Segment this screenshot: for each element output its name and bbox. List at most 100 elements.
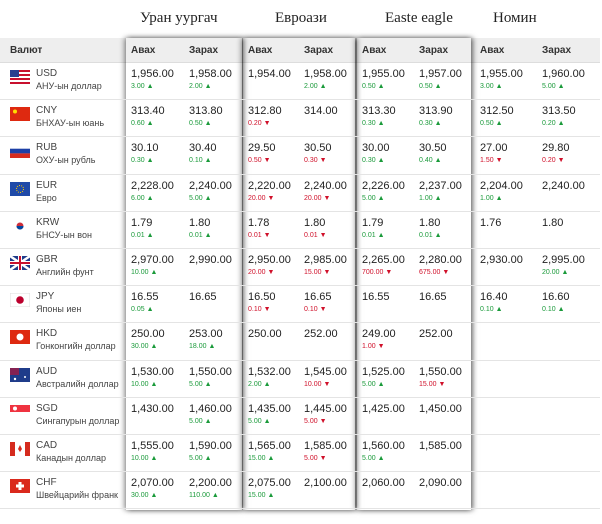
change-arrow: ▲ — [204, 417, 212, 425]
rate-change: 15.00 ▲ — [248, 455, 275, 462]
currency-code: CAD — [36, 440, 58, 451]
change-arrow: ▲ — [495, 83, 503, 90]
rate-change: 0.30 ▼ — [304, 157, 327, 165]
row-separator — [0, 471, 600, 472]
buy-rate: 30.10 — [131, 142, 159, 155]
change-arrow: ▼ — [323, 380, 331, 388]
sell-rate: 1.80 — [304, 216, 326, 229]
rate-change: 0.50 ▲ — [419, 83, 442, 90]
sell-rate: 2,990.00 — [189, 254, 232, 266]
buy-rate: 16.50 — [248, 291, 276, 304]
sell-rate: 313.90 — [419, 105, 453, 118]
sell-rate: 313.50 — [542, 105, 576, 118]
change-arrow: ▼ — [442, 269, 450, 276]
change-arrow: ▼ — [263, 157, 271, 165]
currency-code: EUR — [36, 179, 58, 191]
buy-rate: 1,525.00 — [362, 365, 405, 378]
flag-icon — [10, 107, 30, 122]
sell-rate: 1,958.00 — [189, 68, 232, 80]
currency-code: AUD — [36, 365, 58, 377]
rate-change: 0.10 ▲ — [480, 306, 503, 314]
rate-change: 1.00 ▼ — [362, 343, 385, 351]
rate-change: 0.50 ▲ — [362, 83, 385, 90]
row-separator — [0, 434, 600, 435]
currency-code: SGD — [36, 402, 58, 414]
rate-change: 5.00 ▲ — [362, 194, 385, 202]
row-separator — [0, 360, 600, 361]
flag-icon — [10, 330, 30, 345]
rate-change: 0.10 ▲ — [189, 157, 212, 165]
rate-change: 0.50 ▲ — [189, 120, 212, 128]
change-arrow: ▲ — [495, 194, 503, 202]
rate-change: 5.00 ▲ — [362, 380, 385, 388]
row-separator — [0, 136, 600, 137]
currency-name: БНСУ-ын вон — [36, 229, 92, 240]
bank-name: Уран уургач — [140, 10, 218, 26]
currency-code: CNY — [36, 105, 58, 117]
rate-change: 675.00 ▼ — [419, 269, 450, 276]
sell-rate: 1,550.00 — [189, 365, 232, 378]
buy-rate: 2,265.00 — [362, 254, 405, 266]
rate-change: 3.00 ▲ — [480, 83, 503, 90]
sell-rate: 1,550.00 — [419, 365, 462, 378]
rate-change: 0.20 ▼ — [248, 120, 271, 128]
change-arrow: ▲ — [267, 455, 275, 462]
change-arrow: ▲ — [267, 492, 275, 500]
buy-rate: 1,530.00 — [131, 365, 174, 378]
rate-change: 0.20 ▼ — [542, 157, 565, 165]
rate-change: 0.20 ▲ — [542, 120, 565, 128]
sell-rate: 1,460.00 — [189, 402, 232, 415]
change-arrow: ▲ — [434, 120, 442, 128]
buy-rate: 2,060.00 — [362, 477, 405, 490]
change-arrow: ▼ — [263, 306, 271, 314]
change-arrow: ▲ — [319, 83, 327, 90]
flag — [10, 367, 30, 382]
rate-change: 5.00 ▲ — [362, 455, 385, 462]
change-arrow: ▼ — [319, 306, 327, 314]
change-arrow: ▼ — [557, 157, 565, 165]
bank-name: Номин — [493, 10, 537, 26]
rate-change: 15.00 ▼ — [304, 269, 331, 276]
rate-change: 5.00 ▲ — [189, 380, 212, 388]
rate-change: 0.01 ▼ — [304, 231, 327, 239]
change-arrow: ▼ — [319, 417, 327, 425]
change-arrow: ▲ — [208, 343, 216, 351]
buy-rate: 313.40 — [131, 105, 165, 118]
currency-code: JPY — [36, 291, 55, 303]
rate-change: 10.00 ▲ — [131, 380, 158, 388]
rate-change: 1.00 ▲ — [480, 194, 503, 202]
change-arrow: ▲ — [377, 83, 385, 90]
flag-icon — [9, 292, 31, 308]
row-separator — [0, 211, 600, 212]
buy-header: Авах — [131, 45, 156, 56]
sell-header: Зарах — [189, 45, 219, 56]
flag-icon — [10, 144, 30, 159]
rate-change: 0.30 ▲ — [419, 120, 442, 128]
sell-header: Зарах — [419, 45, 449, 56]
flag-icon — [10, 404, 30, 419]
buy-header: Авах — [248, 45, 273, 56]
sell-rate: 314.00 — [304, 105, 338, 118]
buy-rate: 2,228.00 — [131, 179, 174, 192]
change-arrow: ▲ — [434, 157, 442, 165]
buy-rate: 1,425.00 — [362, 402, 405, 415]
buy-rate: 2,220.00 — [248, 179, 291, 192]
sell-rate: 2,240.00 — [542, 179, 585, 192]
sell-header: Зарах — [304, 45, 334, 56]
buy-rate: 1.79 — [131, 216, 153, 229]
buy-rate: 250.00 — [131, 328, 165, 341]
sell-rate: 30.40 — [189, 142, 217, 155]
sell-rate: 1.80 — [542, 216, 564, 229]
change-arrow: ▲ — [146, 194, 154, 202]
buy-rate: 312.50 — [480, 105, 514, 118]
currency-name: ОХУ-ын рубль — [36, 155, 96, 166]
buy-rate: 1.78 — [248, 216, 270, 229]
rate-change: 1.00 ▲ — [419, 194, 442, 202]
rate-change: 20.00 ▼ — [248, 194, 275, 202]
row-separator — [0, 99, 600, 100]
change-arrow: ▼ — [319, 455, 327, 462]
row-separator — [0, 248, 600, 249]
currency-name: Сингапурын доллар — [36, 415, 120, 426]
rate-change: 5.00 ▼ — [304, 455, 327, 462]
